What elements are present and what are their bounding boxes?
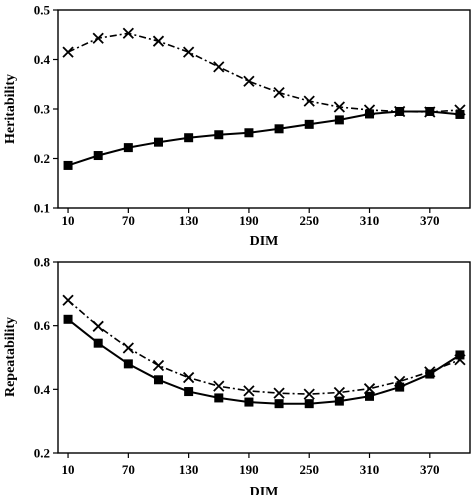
heritability-series-1-point xyxy=(455,109,465,119)
repeatability-x-tick-label: 10 xyxy=(62,462,75,477)
repeatability-x-tick-label: 130 xyxy=(179,462,199,477)
heritability-x-tick-label: 190 xyxy=(239,213,259,228)
repeatability-series-2-point xyxy=(303,388,315,400)
repeatability-series-1-point xyxy=(244,397,254,407)
heritability-x-tick-label: 370 xyxy=(420,213,440,228)
repeatability-series-2-point xyxy=(213,380,225,392)
repeatability-x-axis-label: DIM xyxy=(250,485,279,495)
repeatability-plot-frame xyxy=(57,261,471,454)
repeatability-series-1-point xyxy=(184,387,194,397)
repeatability-series-2-point xyxy=(424,366,436,378)
repeatability-series-1-point xyxy=(304,399,314,409)
heritability-series-2-point xyxy=(182,46,195,58)
repeatability-series-1-point xyxy=(365,391,375,401)
repeatability-series-1-point xyxy=(274,399,284,409)
repeatability-marks xyxy=(62,294,466,409)
repeatability-y-axis-label: Repeatability xyxy=(3,317,18,397)
heritability-series-2-point xyxy=(303,95,315,107)
heritability-y-tick-label: 0.1 xyxy=(34,201,50,216)
repeatability-y-tick-label: 0.6 xyxy=(34,318,51,333)
heritability-marks xyxy=(62,27,466,170)
heritability-series-2-point xyxy=(243,75,255,87)
heritability-series-2-point xyxy=(152,35,165,47)
repeatability-series-1-point xyxy=(455,350,465,360)
repeatability-y-ticks: 0.2 0.4 0.6 0.8 xyxy=(34,255,58,461)
repeatability-series-2-point xyxy=(62,294,74,306)
repeatability-series-2-point xyxy=(363,383,376,395)
repeatability-series-1-point xyxy=(334,396,344,406)
heritability-x-axis-label: DIM xyxy=(250,234,279,249)
repeatability-series-2-point xyxy=(182,371,195,384)
heritability-series-1-point xyxy=(153,137,163,147)
heritability-series-2-point xyxy=(454,104,466,116)
heritability-series-2-point xyxy=(273,87,285,99)
heritability-x-ticks: 10 70 130 190 250 310 370 xyxy=(62,208,440,228)
repeatability-chart: 0.2 0.4 0.6 0.8 10 70 130 190 250 310 370 DIM Rep… xyxy=(3,255,471,495)
heritability-series-1-point xyxy=(123,143,133,153)
heritability-x-tick-label: 310 xyxy=(360,213,380,228)
heritability-series-2-point xyxy=(122,27,134,39)
repeatability-series-1-point xyxy=(123,359,133,369)
heritability-series-2-point xyxy=(424,106,436,118)
repeatability-x-tick-label: 250 xyxy=(299,462,319,477)
repeatability-series-2-point xyxy=(122,342,134,354)
heritability-series-2-point xyxy=(62,46,74,58)
heritability-y-ticks: 0.1 0.2 0.3 0.4 0.5 xyxy=(34,3,58,216)
repeatability-x-tick-label: 70 xyxy=(122,462,135,477)
repeatability-series-2-point xyxy=(92,320,104,332)
repeatability-series-2-point xyxy=(273,387,285,399)
heritability-series-1-point xyxy=(214,130,224,140)
heritability-series-2-line xyxy=(67,32,461,113)
repeatability-x-tick-label: 310 xyxy=(360,462,380,477)
repeatability-series-1-line xyxy=(67,318,461,405)
heritability-series-1-point xyxy=(304,119,314,129)
heritability-y-tick-label: 0.3 xyxy=(34,102,51,117)
heritability-series-1-point xyxy=(184,133,194,143)
heritability-x-tick-label: 70 xyxy=(122,213,135,228)
heritability-series-1-line xyxy=(67,110,461,167)
heritability-series-1-point xyxy=(93,151,103,161)
heritability-series-1-point xyxy=(365,109,375,119)
heritability-series-1-point xyxy=(334,115,344,125)
repeatability-series-2-point xyxy=(243,385,255,397)
repeatability-series-2-line xyxy=(67,299,461,395)
repeatability-series-2-point xyxy=(333,386,346,399)
repeatability-series-1-point xyxy=(425,369,435,379)
heritability-x-tick-label: 250 xyxy=(299,213,319,228)
repeatability-series-2-point xyxy=(454,354,466,366)
repeatability-series-1-point xyxy=(93,338,103,348)
repeatability-x-ticks: 10 70 130 190 250 310 370 xyxy=(62,453,440,477)
heritability-series-1-point xyxy=(244,128,254,138)
repeatability-series-1-point xyxy=(214,393,224,403)
repeatability-x-tick-label: 370 xyxy=(420,462,440,477)
repeatability-series-2-point xyxy=(152,359,165,372)
heritability-y-tick-label: 0.5 xyxy=(34,3,51,18)
heritability-x-tick-label: 10 xyxy=(62,213,75,228)
heritability-series-2-point xyxy=(363,104,376,116)
heritability-y-tick-label: 0.4 xyxy=(34,52,51,67)
heritability-chart: 0.10.20.30.40.5 10 70 130 190 250 310 370 DIM … xyxy=(3,3,471,249)
heritability-plot-frame xyxy=(57,9,471,209)
repeatability-series-1-point xyxy=(395,382,405,392)
heritability-series-2-point xyxy=(213,61,225,73)
heritability-series-2-point xyxy=(92,32,104,44)
repeatability-series-1-point xyxy=(63,314,73,324)
heritability-series-2-point xyxy=(333,101,346,113)
heritability-x-tick-label: 130 xyxy=(179,213,199,228)
heritability-y-tick-label: 0.2 xyxy=(34,151,50,166)
repeatability-series-2-point xyxy=(394,375,406,388)
heritability-series-2-point xyxy=(394,105,406,118)
repeatability-y-tick-label: 0.4 xyxy=(34,382,51,397)
heritability-series-1-point xyxy=(274,124,284,134)
repeatability-y-tick-label: 0.8 xyxy=(34,255,51,270)
heritability-series-1-point xyxy=(63,160,73,170)
repeatability-x-tick-label: 190 xyxy=(239,462,259,477)
repeatability-y-tick-label: 0.2 xyxy=(34,446,50,461)
repeatability-series-1-point xyxy=(153,375,163,385)
heritability-y-axis-label: Heritability xyxy=(3,74,18,144)
